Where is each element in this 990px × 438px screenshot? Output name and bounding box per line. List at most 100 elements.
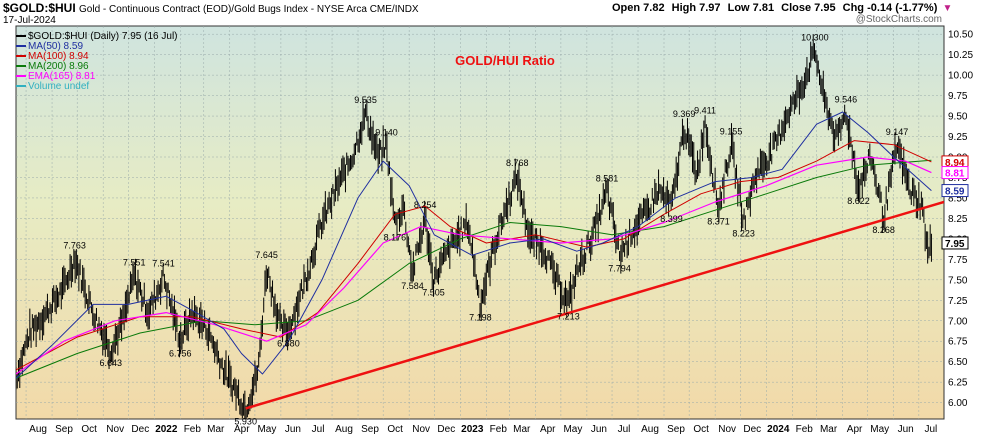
x-tick-label: Aug [29, 424, 47, 435]
x-tick-label: 2023 [461, 424, 484, 435]
peak-annotation: 9.369 [673, 109, 696, 119]
x-tick-label: Mar [207, 424, 225, 435]
legend-item: MA(50) 8.59 [16, 42, 83, 52]
ohlc-readout: Open 7.82 High 7.97 Low 7.81 Close 7.95 … [612, 2, 952, 14]
x-tick-label: Nov [106, 424, 124, 435]
x-tick-label: Sep [667, 424, 685, 435]
x-tick-label: 2022 [155, 424, 178, 435]
legend-item: MA(200) 8.96 [16, 62, 89, 72]
legend-label: MA(100) 8.94 [28, 51, 89, 62]
x-tick-label: Dec [743, 424, 761, 435]
x-tick-label: Jun [285, 424, 301, 435]
x-tick-label: Mar [820, 424, 838, 435]
peak-annotation: 9.546 [835, 94, 858, 104]
peak-annotation: 8.371 [707, 216, 730, 226]
peak-annotation: 8.223 [732, 229, 755, 239]
symbol-description: Gold - Continuous Contract (EOD)/Gold Bu… [79, 4, 419, 15]
legend-item: EMA(165) 8.81 [16, 72, 95, 82]
x-tick-label: Apr [847, 424, 863, 435]
legend-item: Volume undef [16, 82, 89, 92]
x-tick-label: Mar [513, 424, 531, 435]
y-tick-label: 9.50 [948, 112, 968, 123]
y-tick-label: 9.75 [948, 91, 968, 102]
legend-swatch [16, 55, 26, 58]
ohlc-change: Chg -0.14 (-1.77%) [842, 2, 938, 14]
chart-symbol: $GOLD:$HUI Gold - Continuous Contract (E… [3, 1, 419, 15]
legend-item: $GOLD:$HUI (Daily) 7.95 (16 Jul) [16, 32, 178, 42]
peak-annotation: 6.643 [99, 358, 122, 368]
y-tick-label: 8.25 [948, 214, 968, 225]
x-tick-label: Aug [335, 424, 353, 435]
peak-annotation: 8.176 [384, 232, 407, 242]
legend-swatch [16, 45, 26, 48]
x-tick-label: May [257, 424, 276, 435]
peak-annotation: 7.584 [401, 281, 424, 291]
x-tick-label: Apr [234, 424, 250, 435]
legend-label: Volume undef [28, 81, 90, 92]
peak-annotation: 6.880 [277, 339, 300, 349]
x-tick-label: Nov [718, 424, 736, 435]
y-tick-label: 10.00 [948, 71, 973, 82]
peak-annotation: 9.535 [354, 95, 377, 105]
legend-label: $GOLD:$HUI (Daily) 7.95 (16 Jul) [28, 31, 178, 42]
ma100-line [16, 140, 932, 371]
peak-annotation: 8.268 [872, 225, 895, 235]
x-tick-label: Aug [641, 424, 659, 435]
y-tick-label: 6.25 [948, 378, 968, 389]
symbol-text: $GOLD:$HUI [3, 1, 76, 15]
x-tick-label: Sep [361, 424, 379, 435]
peak-annotation: 7.198 [469, 313, 492, 323]
x-tick-label: 2024 [767, 424, 790, 435]
x-tick-label: Nov [412, 424, 430, 435]
value-tag-label: 8.81 [945, 169, 965, 180]
peak-annotation: 7.794 [608, 264, 631, 274]
chart-date: 17-Jul-2024 [3, 15, 56, 26]
peak-annotation: 7.213 [557, 311, 580, 321]
legend-label: MA(50) 8.59 [28, 41, 84, 52]
legend-label: MA(200) 8.96 [28, 61, 89, 72]
x-tick-label: Oct [693, 424, 709, 435]
peak-annotation: 8.622 [847, 196, 870, 206]
x-tick-label: Apr [540, 424, 556, 435]
peak-annotation: 7.551 [123, 258, 146, 268]
value-tag [941, 166, 969, 180]
peak-annotation: 7.763 [63, 240, 86, 250]
y-tick-label: 7.50 [948, 275, 968, 286]
peak-annotation: 8.254 [414, 200, 437, 210]
ohlc-high: High 7.97 [671, 2, 721, 14]
peak-annotation: 9.155 [720, 126, 743, 136]
peak-annotation: 5.930 [234, 416, 257, 426]
value-tag [941, 184, 969, 198]
plot-background [15, 25, 945, 420]
x-tick-label: Feb [796, 424, 814, 435]
peak-annotation: 7.505 [422, 287, 445, 297]
x-tick-label: May [563, 424, 582, 435]
y-tick-label: 7.00 [948, 316, 968, 327]
peak-annotation: 7.541 [152, 258, 175, 268]
y-tick-label: 6.50 [948, 357, 968, 368]
chart-collapse-icon[interactable]: ▼ [942, 3, 953, 14]
legend-swatch [16, 65, 26, 68]
y-tick-label: 8.50 [948, 193, 968, 204]
x-tick-label: Jun [591, 424, 607, 435]
x-tick-label: Jun [898, 424, 914, 435]
y-tick-label: 9.25 [948, 132, 968, 143]
y-tick-label: 6.00 [948, 398, 968, 409]
x-tick-label: Oct [81, 424, 97, 435]
y-tick-label: 7.75 [948, 255, 968, 266]
peak-annotation: 8.399 [660, 214, 683, 224]
peak-annotation: 10.300 [801, 33, 829, 43]
value-tag-label: 8.59 [945, 187, 965, 198]
x-tick-label: Jul [924, 424, 937, 435]
ohlc-low: Low 7.81 [727, 2, 775, 14]
y-tick-label: 6.75 [948, 337, 968, 348]
value-tag [941, 236, 969, 250]
x-tick-label: Jul [618, 424, 631, 435]
legend-swatch [16, 75, 26, 78]
peak-annotation: 9.147 [886, 127, 909, 137]
watermark: @StockCharts.com [856, 14, 942, 25]
x-tick-label: Sep [55, 424, 73, 435]
x-tick-label: Oct [387, 424, 403, 435]
peak-annotation: 8.768 [506, 158, 529, 168]
